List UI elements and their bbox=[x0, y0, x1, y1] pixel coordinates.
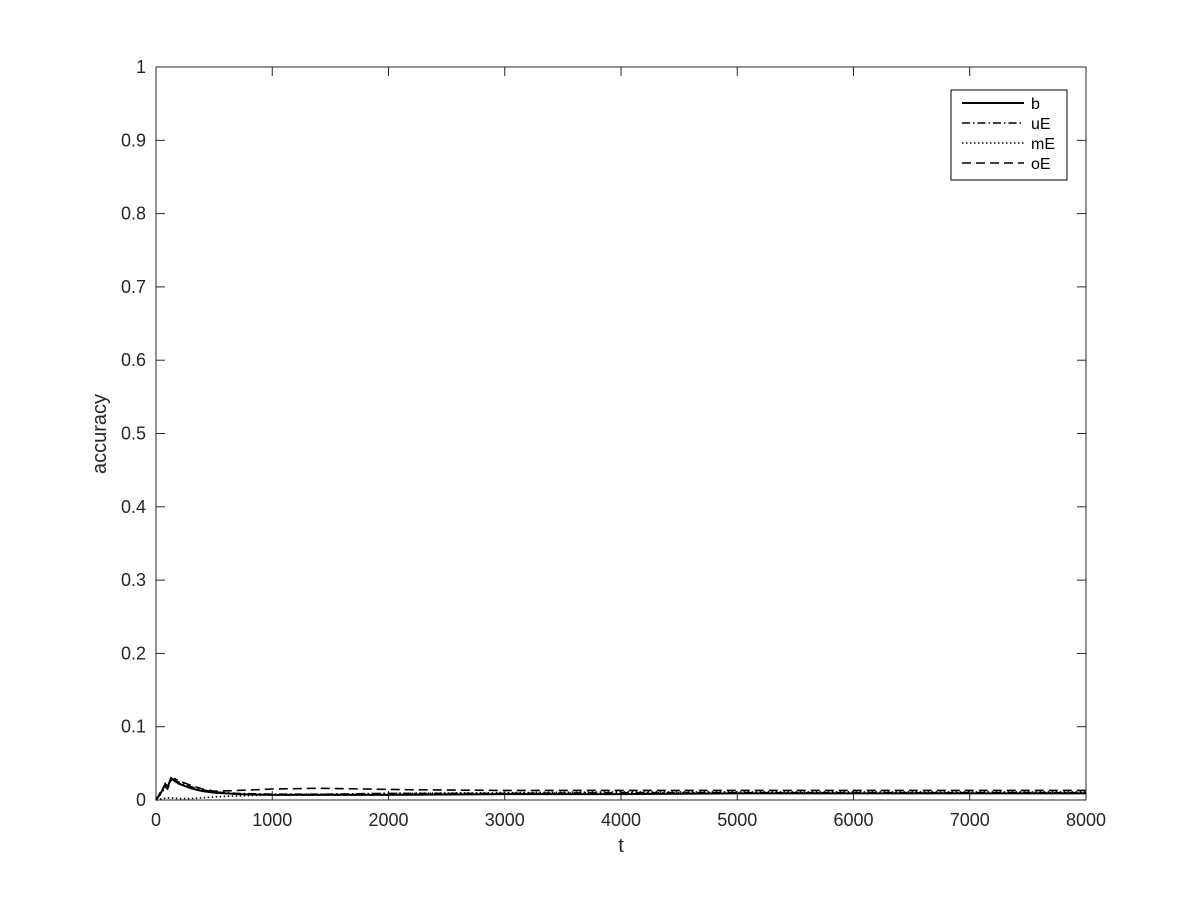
y-axis-label: accuracy bbox=[89, 394, 111, 474]
y-tick-label: 0.2 bbox=[121, 643, 146, 663]
x-tick-label: 6000 bbox=[833, 810, 873, 830]
legend-label: mE bbox=[1031, 136, 1055, 153]
y-tick-label: 0.3 bbox=[121, 570, 146, 590]
legend-label: b bbox=[1031, 96, 1040, 113]
series-line-mE bbox=[155, 791, 1086, 801]
x-axis-label: t bbox=[618, 835, 624, 857]
legend-box bbox=[950, 89, 1068, 181]
axis-ticks: 0 1000 2000 3000 4000 5000 6000 7000 8000 0 0.1 0.2… bbox=[121, 57, 1106, 830]
series-line-oE bbox=[155, 777, 1086, 801]
series-layer bbox=[155, 776, 1086, 801]
x-tick-label: 3000 bbox=[485, 810, 525, 830]
x-tick-label: 5000 bbox=[717, 810, 757, 830]
y-tick-label: 0.9 bbox=[121, 130, 146, 150]
x-tick-label: 0 bbox=[151, 810, 161, 830]
y-tick-label: 0.1 bbox=[121, 717, 146, 737]
legend-label: uE bbox=[1031, 116, 1051, 133]
y-tick-label: 0.8 bbox=[121, 204, 146, 224]
series-line-b bbox=[155, 776, 1086, 801]
y-tick-label: 0.7 bbox=[121, 277, 146, 297]
x-tick-label: 7000 bbox=[950, 810, 990, 830]
y-tick-label: 0.4 bbox=[121, 497, 146, 517]
y-tick-label: 1 bbox=[136, 57, 146, 77]
x-tick-label: 1000 bbox=[252, 810, 292, 830]
y-tick-label: 0.5 bbox=[121, 424, 146, 444]
x-tick-label: 8000 bbox=[1066, 810, 1106, 830]
y-tick-label: 0 bbox=[136, 790, 146, 810]
y-tick-label: 0.6 bbox=[121, 350, 146, 370]
x-tick-label: 2000 bbox=[368, 810, 408, 830]
legend-label: oE bbox=[1031, 156, 1051, 173]
plot-area bbox=[155, 66, 1087, 801]
x-tick-label: 4000 bbox=[601, 810, 641, 830]
legend: b uE mE oE bbox=[950, 89, 1068, 181]
